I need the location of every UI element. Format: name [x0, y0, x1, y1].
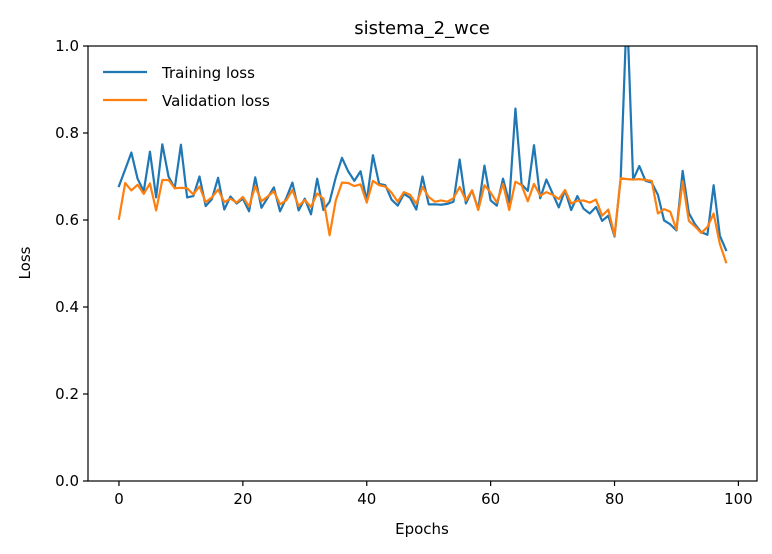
y-tick-label: 0.2 — [55, 385, 79, 403]
x-tick-label: 20 — [233, 490, 252, 508]
y-tick-label: 0.0 — [55, 472, 79, 490]
legend: Training loss Validation loss — [103, 64, 270, 110]
plot-frame — [87, 45, 758, 482]
y-axis-label: Loss — [16, 246, 34, 279]
x-tick-label: 60 — [481, 490, 500, 508]
x-tick-label: 100 — [724, 490, 753, 508]
series-lines — [117, 46, 728, 264]
series-line-training — [117, 46, 728, 252]
chart-title: sistema_2_wce — [354, 18, 490, 39]
x-tick-label: 40 — [357, 490, 376, 508]
y-tick-label: 0.6 — [55, 211, 79, 229]
legend-label: Validation loss — [162, 92, 270, 110]
y-tick-label: 0.4 — [55, 298, 79, 316]
axes: 0 20 40 60 80 100 0.0 0.2 0.4 0.6 0.8 1.0 — [55, 37, 758, 508]
series-line-validation — [117, 177, 728, 264]
y-tick-label: 1.0 — [55, 37, 79, 55]
x-axis-label: Epochs — [395, 520, 449, 538]
legend-label: Training loss — [161, 64, 255, 82]
x-tick-label: 80 — [605, 490, 624, 508]
y-tick-label: 0.8 — [55, 124, 79, 142]
x-tick-label: 0 — [114, 490, 124, 508]
